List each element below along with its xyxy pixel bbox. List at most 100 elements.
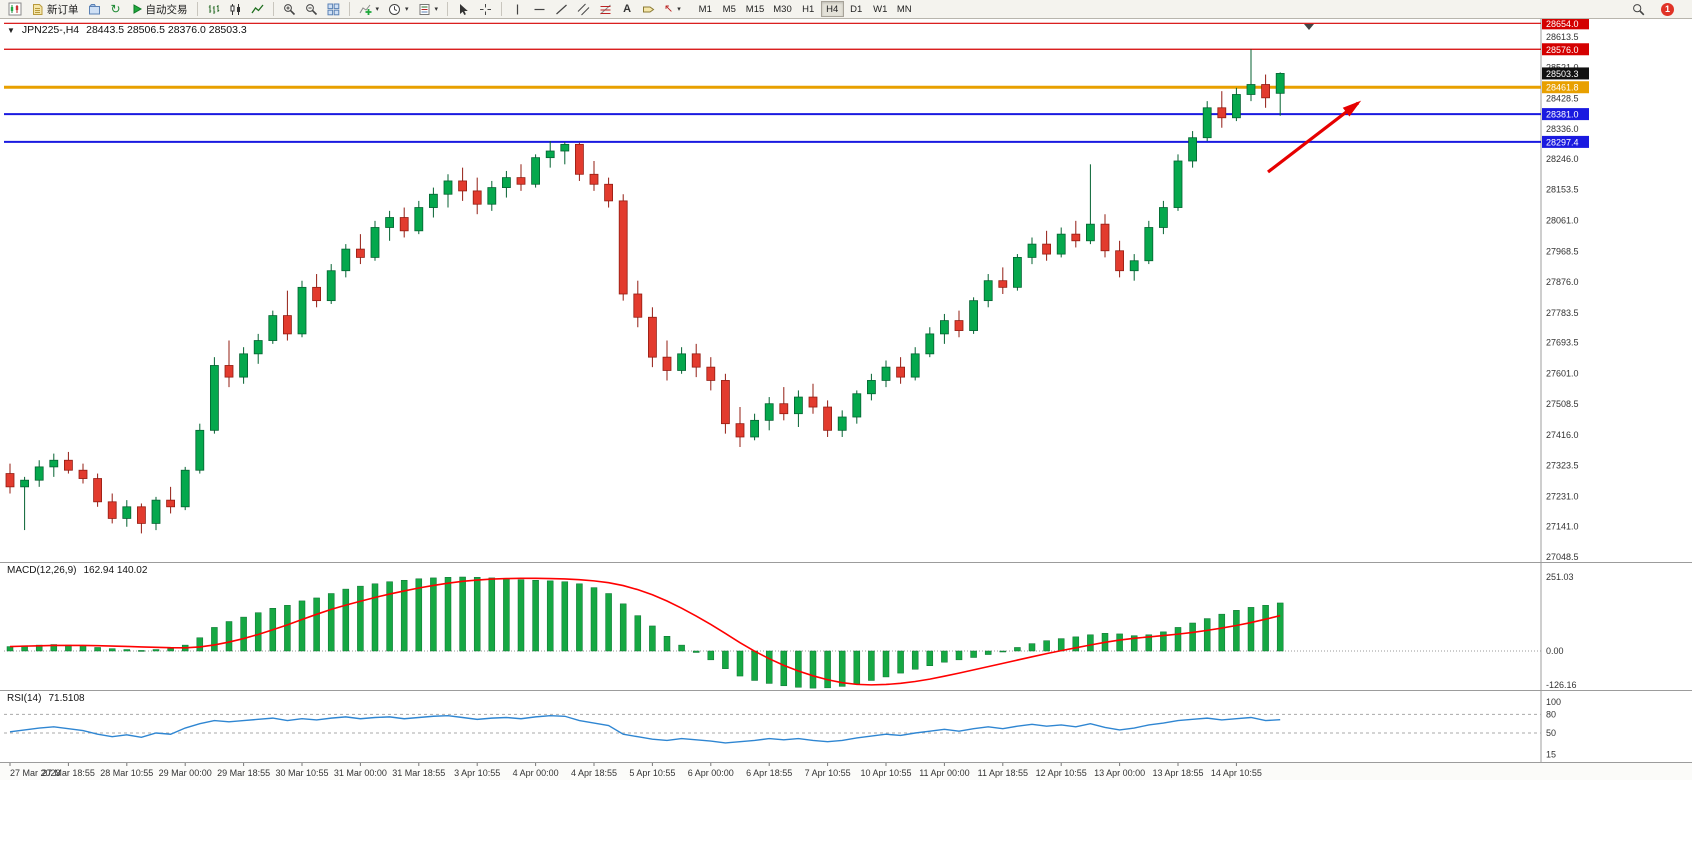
price-grid-label: 27141.0 xyxy=(1546,521,1579,531)
timeframe-W1[interactable]: W1 xyxy=(869,1,892,17)
macd-indicator-label: MACD(12,26,9) 162.94 140.02 xyxy=(7,565,147,576)
timeframe-H1[interactable]: H1 xyxy=(797,1,820,17)
price-grid-label: 27231.0 xyxy=(1546,491,1579,501)
macd-axis-label: -126.16 xyxy=(1546,680,1577,690)
toolbar-separator xyxy=(272,2,274,16)
timeframe-M5[interactable]: M5 xyxy=(718,1,741,17)
label-icon xyxy=(643,6,655,12)
price-tag-label: 28503.3 xyxy=(1546,69,1579,79)
timeframe-H4[interactable]: H4 xyxy=(820,1,844,17)
timeframe-M15[interactable]: M15 xyxy=(742,1,768,17)
zoom-out-button[interactable] xyxy=(301,1,322,18)
macd-histogram xyxy=(6,576,1284,689)
one-click-trading-toggle[interactable]: ▼ xyxy=(7,25,15,35)
rsi-axis-label: 50 xyxy=(1546,728,1556,738)
empty-area xyxy=(0,780,1692,844)
new-chart-button[interactable] xyxy=(4,1,26,18)
text-tool-button[interactable]: A xyxy=(617,1,637,18)
trendline-tool-button[interactable] xyxy=(551,1,572,18)
price-grid-label: 28336.0 xyxy=(1546,124,1579,134)
toolbar-separator xyxy=(196,2,198,16)
time-axis-label: 27 Mar 2023 xyxy=(10,768,61,778)
price-grid-label: 27693.5 xyxy=(1546,338,1579,348)
notifications-button[interactable]: 1 xyxy=(1657,1,1678,18)
rsi-value: 71.5108 xyxy=(48,693,85,704)
line-chart-button[interactable] xyxy=(247,1,268,18)
price-tag-label: 28461.8 xyxy=(1546,83,1579,93)
label-tool-button[interactable] xyxy=(638,1,659,18)
search-button[interactable] xyxy=(1628,1,1649,18)
timeframe-D1[interactable]: D1 xyxy=(845,1,868,17)
price-grid-label: 27416.0 xyxy=(1546,430,1579,440)
channel-tool-button[interactable] xyxy=(573,1,594,18)
profiles-button[interactable] xyxy=(84,1,105,18)
dropdown-caret-icon: ▾ xyxy=(375,6,380,13)
cursor-button[interactable] xyxy=(453,1,474,18)
macd-axis-label: 251.03 xyxy=(1546,572,1574,582)
bar-chart-icon xyxy=(208,4,219,14)
price-tag xyxy=(1542,81,1589,94)
rsi-panel[interactable]: 100 80 50 15 xyxy=(0,690,1692,762)
macd-axis-label: 0.00 xyxy=(1546,646,1564,656)
toolbar-separator xyxy=(501,2,503,16)
trendline-icon xyxy=(556,4,567,14)
price-tag-label: 28576.0 xyxy=(1546,45,1579,55)
main-toolbar: 新订单 ↻ 自动交易 xyxy=(0,0,1692,19)
fibonacci-tool-button[interactable] xyxy=(595,1,616,18)
time-axis-label: 13 Apr 00:00 xyxy=(1094,768,1145,778)
trend-arrow-head xyxy=(1342,100,1362,117)
timeframe-M1[interactable]: M1 xyxy=(694,1,717,17)
time-axis-label: 6 Apr 00:00 xyxy=(688,768,734,778)
macd-panel[interactable]: 251.03 0.00 -126.16 xyxy=(0,562,1692,690)
time-axis-label: 31 Mar 18:55 xyxy=(392,768,445,778)
zoom-out-icon xyxy=(305,3,317,15)
candles-layer xyxy=(5,49,1285,534)
autotrading-button[interactable]: 自动交易 xyxy=(127,1,192,18)
time-axis-label: 4 Apr 00:00 xyxy=(513,768,559,778)
arrows-tool-button[interactable]: ↖ ▾ xyxy=(660,1,685,18)
clock-icon xyxy=(389,3,401,15)
timeframe-MN[interactable]: MN xyxy=(893,1,916,17)
price-tag-label: 28297.4 xyxy=(1546,137,1579,147)
refresh-button[interactable]: ↻ xyxy=(106,1,126,18)
crosshair-icon xyxy=(480,3,492,15)
periods-button[interactable]: ▾ xyxy=(384,1,413,18)
tile-windows-button[interactable] xyxy=(323,1,344,18)
chart-symbol-period: JPN225-,H4 xyxy=(21,24,80,36)
equidistant-channel-icon xyxy=(577,3,590,15)
time-axis-label: 14 Apr 10:55 xyxy=(1211,768,1262,778)
candlestick-chart-icon xyxy=(230,3,240,15)
price-grid-label: 28428.5 xyxy=(1546,93,1579,103)
indicators-icon xyxy=(359,4,371,15)
dropdown-caret-icon: ▾ xyxy=(677,6,681,13)
price-grid-label: 28153.5 xyxy=(1546,185,1579,195)
time-axis-label: 4 Apr 18:55 xyxy=(571,768,617,778)
timeframe-M30[interactable]: M30 xyxy=(769,1,795,17)
horizontal-line-icon xyxy=(534,8,545,10)
time-axis-label: 7 Apr 10:55 xyxy=(805,768,851,778)
price-grid-label: 28246.0 xyxy=(1546,154,1579,164)
main-chart-canvas[interactable]: 28613.528521.028428.528336.028246.028153… xyxy=(0,19,1692,562)
horizontal-line-tool-button[interactable] xyxy=(529,1,550,18)
dropdown-caret-icon: ▾ xyxy=(434,6,439,13)
indicators-button[interactable]: ▾ xyxy=(355,1,384,18)
time-axis-label: 11 Apr 18:55 xyxy=(978,768,1028,778)
crosshair-button[interactable] xyxy=(475,1,496,18)
arrow-tool-icon: ↖ xyxy=(664,2,674,15)
rsi-name: RSI(14) xyxy=(7,693,42,704)
new-order-button[interactable]: 新订单 xyxy=(27,1,83,18)
bar-chart-button[interactable] xyxy=(203,1,224,18)
chart-shift-marker xyxy=(1304,24,1314,30)
price-grid-label: 28613.5 xyxy=(1546,32,1579,42)
chart-ohlc-values: 28443.5 28506.5 28376.0 28503.3 xyxy=(86,24,247,36)
candlestick-chart-button[interactable] xyxy=(225,1,246,18)
new-order-icon xyxy=(33,3,43,15)
rsi-axis-label: 100 xyxy=(1546,697,1561,707)
vertical-line-tool-button[interactable] xyxy=(507,1,528,18)
time-axis-label: 12 Apr 10:55 xyxy=(1036,768,1087,778)
price-tag xyxy=(1542,43,1589,56)
templates-button[interactable]: ▾ xyxy=(414,1,443,18)
zoom-in-button[interactable] xyxy=(279,1,300,18)
